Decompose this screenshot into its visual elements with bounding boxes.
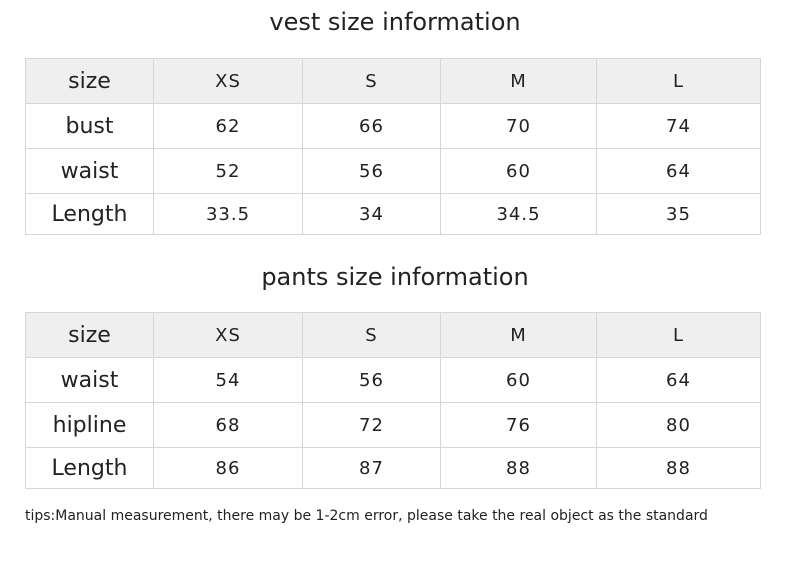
table-cell: 62 <box>153 103 303 149</box>
table-cell: 68 <box>153 402 303 448</box>
table-row: hipline 68 72 76 80 <box>25 402 761 448</box>
table-cell: hipline <box>25 402 154 448</box>
header-cell: XS <box>153 58 303 104</box>
table-cell: 34 <box>302 193 441 235</box>
table-cell: 56 <box>302 148 441 194</box>
table-cell: 72 <box>302 402 441 448</box>
table-cell: 60 <box>440 357 597 403</box>
table-cell: 60 <box>440 148 597 194</box>
table-cell: 74 <box>596 103 761 149</box>
table-cell: 34.5 <box>440 193 597 235</box>
header-cell: S <box>302 312 441 358</box>
header-cell: L <box>596 58 761 104</box>
header-cell: L <box>596 312 761 358</box>
table-title: vest size information <box>269 8 521 36</box>
table-cell: 86 <box>153 447 303 489</box>
table-cell: waist <box>25 357 154 403</box>
table-row: Length 86 87 88 88 <box>25 447 761 489</box>
table-cell: 88 <box>440 447 597 489</box>
table-row: bust 62 66 70 74 <box>25 103 761 149</box>
table-cell: 80 <box>596 402 761 448</box>
header-cell: size <box>25 312 154 358</box>
tip: tips:Manual measurement, there may be 1-… <box>25 508 708 524</box>
header-row: size XS S M L <box>25 312 761 358</box>
table-cell: 66 <box>302 103 441 149</box>
header-cell: M <box>440 58 597 104</box>
header-cell: M <box>440 312 597 358</box>
table-cell: 64 <box>596 148 761 194</box>
table-cell: Length <box>25 447 154 489</box>
header-cell: S <box>302 58 441 104</box>
table-cell: 70 <box>440 103 597 149</box>
table-cell: 35 <box>596 193 761 235</box>
table-row: Length 33.5 34 34.5 35 <box>25 193 761 235</box>
header-cell: size <box>25 58 154 104</box>
table-row: waist 52 56 60 64 <box>25 148 761 194</box>
header-cell: XS <box>153 312 303 358</box>
table-cell: waist <box>25 148 154 194</box>
table-cell: 33.5 <box>153 193 303 235</box>
table-cell: bust <box>25 103 154 149</box>
table-cell: 64 <box>596 357 761 403</box>
header-row: size XS S M L <box>25 58 761 104</box>
table-cell: 76 <box>440 402 597 448</box>
table-cell: 56 <box>302 357 441 403</box>
table-title: pants size information <box>261 263 529 291</box>
table-cell: Length <box>25 193 154 235</box>
table-cell: 87 <box>302 447 441 489</box>
table-cell: 52 <box>153 148 303 194</box>
table-row: waist 54 56 60 64 <box>25 357 761 403</box>
table-cell: 54 <box>153 357 303 403</box>
table-cell: 88 <box>596 447 761 489</box>
